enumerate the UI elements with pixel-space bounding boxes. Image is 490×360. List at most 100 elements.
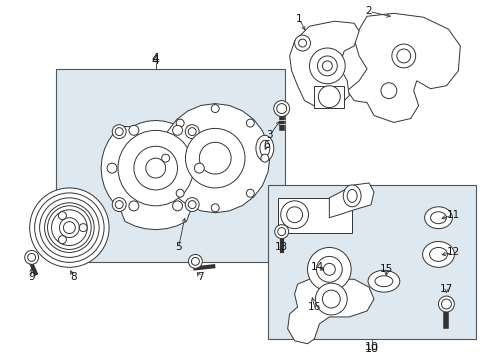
Text: 6: 6 bbox=[264, 140, 270, 150]
Circle shape bbox=[287, 207, 302, 223]
Circle shape bbox=[79, 224, 87, 231]
Text: 13: 13 bbox=[275, 243, 288, 252]
Text: 5: 5 bbox=[175, 243, 182, 252]
Circle shape bbox=[192, 257, 199, 265]
Bar bbox=[315, 86, 344, 108]
Circle shape bbox=[308, 247, 351, 291]
Circle shape bbox=[318, 86, 340, 108]
Bar bbox=[56, 69, 285, 262]
Circle shape bbox=[195, 163, 204, 173]
Circle shape bbox=[189, 255, 202, 268]
Circle shape bbox=[45, 203, 94, 252]
Circle shape bbox=[134, 146, 177, 190]
Circle shape bbox=[24, 251, 39, 264]
Text: 8: 8 bbox=[70, 272, 76, 282]
Polygon shape bbox=[347, 13, 460, 122]
Circle shape bbox=[129, 201, 139, 211]
Text: 9: 9 bbox=[28, 272, 35, 282]
Circle shape bbox=[48, 206, 91, 249]
Circle shape bbox=[176, 189, 184, 197]
Circle shape bbox=[58, 236, 66, 244]
Text: 4: 4 bbox=[152, 54, 160, 67]
Circle shape bbox=[40, 198, 99, 257]
Text: 11: 11 bbox=[447, 210, 460, 220]
Ellipse shape bbox=[260, 140, 270, 156]
Text: 10: 10 bbox=[365, 342, 379, 352]
Circle shape bbox=[246, 119, 254, 127]
Circle shape bbox=[188, 201, 196, 208]
Ellipse shape bbox=[256, 135, 274, 161]
Text: 12: 12 bbox=[447, 247, 460, 257]
Polygon shape bbox=[329, 183, 374, 218]
Ellipse shape bbox=[431, 212, 446, 224]
Text: 16: 16 bbox=[308, 302, 321, 312]
Circle shape bbox=[146, 158, 166, 178]
Circle shape bbox=[35, 193, 104, 262]
Circle shape bbox=[211, 204, 219, 212]
Circle shape bbox=[51, 210, 87, 246]
Circle shape bbox=[185, 129, 245, 188]
Ellipse shape bbox=[422, 242, 454, 267]
Circle shape bbox=[281, 201, 309, 229]
Ellipse shape bbox=[368, 270, 400, 292]
Circle shape bbox=[118, 130, 194, 206]
Text: 1: 1 bbox=[296, 14, 303, 24]
Circle shape bbox=[185, 125, 199, 139]
Circle shape bbox=[322, 61, 332, 71]
Circle shape bbox=[59, 218, 79, 238]
Circle shape bbox=[129, 125, 139, 135]
Circle shape bbox=[211, 105, 219, 113]
Circle shape bbox=[172, 125, 182, 135]
Text: 10: 10 bbox=[365, 344, 379, 354]
Circle shape bbox=[392, 44, 416, 68]
Circle shape bbox=[115, 128, 123, 136]
Circle shape bbox=[115, 201, 123, 208]
Circle shape bbox=[317, 256, 342, 282]
Circle shape bbox=[176, 119, 184, 127]
Circle shape bbox=[278, 228, 286, 235]
Text: 15: 15 bbox=[380, 264, 393, 274]
Polygon shape bbox=[288, 279, 374, 344]
Circle shape bbox=[381, 83, 397, 99]
Circle shape bbox=[63, 222, 75, 234]
Circle shape bbox=[277, 104, 287, 113]
Circle shape bbox=[275, 225, 289, 239]
Bar bbox=[278, 198, 352, 233]
Text: 2: 2 bbox=[366, 6, 372, 16]
Circle shape bbox=[397, 49, 411, 63]
Ellipse shape bbox=[343, 185, 361, 207]
Bar bbox=[268, 185, 476, 339]
Circle shape bbox=[298, 39, 307, 47]
Ellipse shape bbox=[375, 276, 393, 287]
Ellipse shape bbox=[430, 247, 447, 261]
Circle shape bbox=[318, 56, 337, 76]
Text: 7: 7 bbox=[197, 272, 204, 282]
Ellipse shape bbox=[347, 189, 357, 202]
Circle shape bbox=[274, 100, 290, 117]
Text: 14: 14 bbox=[311, 262, 324, 272]
Text: 4: 4 bbox=[152, 53, 160, 66]
Circle shape bbox=[185, 198, 199, 212]
Circle shape bbox=[107, 163, 117, 173]
Circle shape bbox=[188, 128, 196, 136]
Text: 3: 3 bbox=[267, 130, 273, 140]
Circle shape bbox=[322, 290, 340, 308]
Polygon shape bbox=[290, 21, 359, 109]
Circle shape bbox=[172, 201, 182, 211]
Circle shape bbox=[112, 125, 126, 139]
Circle shape bbox=[199, 142, 231, 174]
Circle shape bbox=[261, 154, 269, 162]
Circle shape bbox=[316, 283, 347, 315]
Circle shape bbox=[439, 296, 454, 312]
Polygon shape bbox=[161, 104, 270, 213]
Circle shape bbox=[310, 48, 345, 84]
Polygon shape bbox=[101, 121, 210, 230]
Circle shape bbox=[441, 299, 451, 309]
Circle shape bbox=[112, 198, 126, 212]
Text: 17: 17 bbox=[440, 284, 453, 294]
Circle shape bbox=[246, 189, 254, 197]
Circle shape bbox=[30, 188, 109, 267]
Ellipse shape bbox=[425, 207, 452, 229]
Circle shape bbox=[162, 154, 170, 162]
Circle shape bbox=[28, 253, 36, 261]
